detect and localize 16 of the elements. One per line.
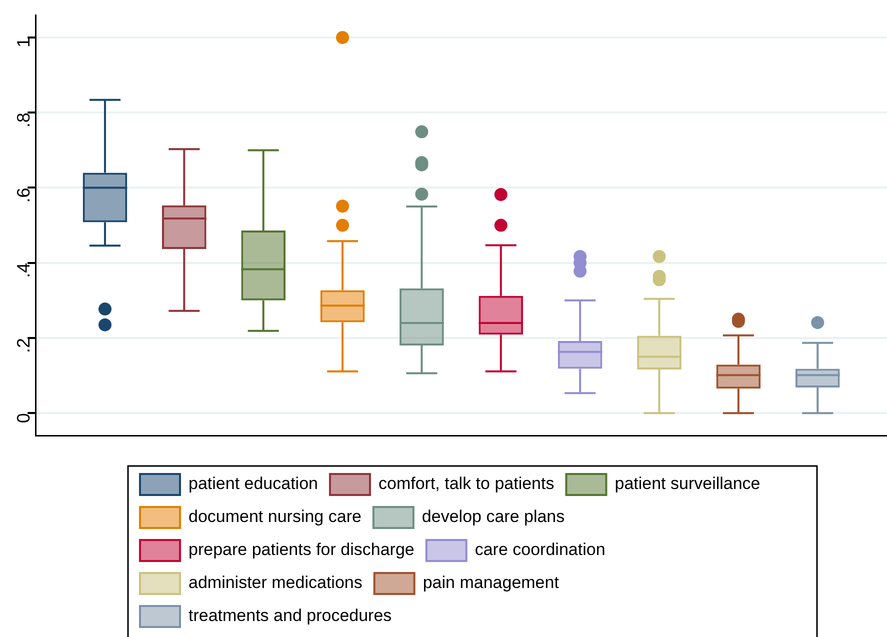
legend-label: prepare patients for discharge xyxy=(188,540,414,560)
y-tick-label: .8 xyxy=(14,112,34,128)
legend-label: treatments and procedures xyxy=(188,606,392,626)
y-tick-label: .2 xyxy=(14,338,34,353)
legend-label: comfort, talk to patients xyxy=(378,474,554,494)
legend-label: care coordination xyxy=(474,540,606,560)
y-tick-label: 1 xyxy=(14,38,34,48)
legend-label: develop care plans xyxy=(422,507,565,526)
legend-label: administer medications xyxy=(188,573,362,592)
legend-label: patient education xyxy=(188,474,318,494)
legend-label: pain management xyxy=(422,573,560,592)
legend-label: document nursing care xyxy=(188,507,362,526)
legend-label: patient surveillance xyxy=(614,474,760,494)
y-tick-label: .4 xyxy=(14,262,34,278)
y-tick-label: .6 xyxy=(14,188,34,203)
y-tick-label: 0 xyxy=(14,413,34,424)
